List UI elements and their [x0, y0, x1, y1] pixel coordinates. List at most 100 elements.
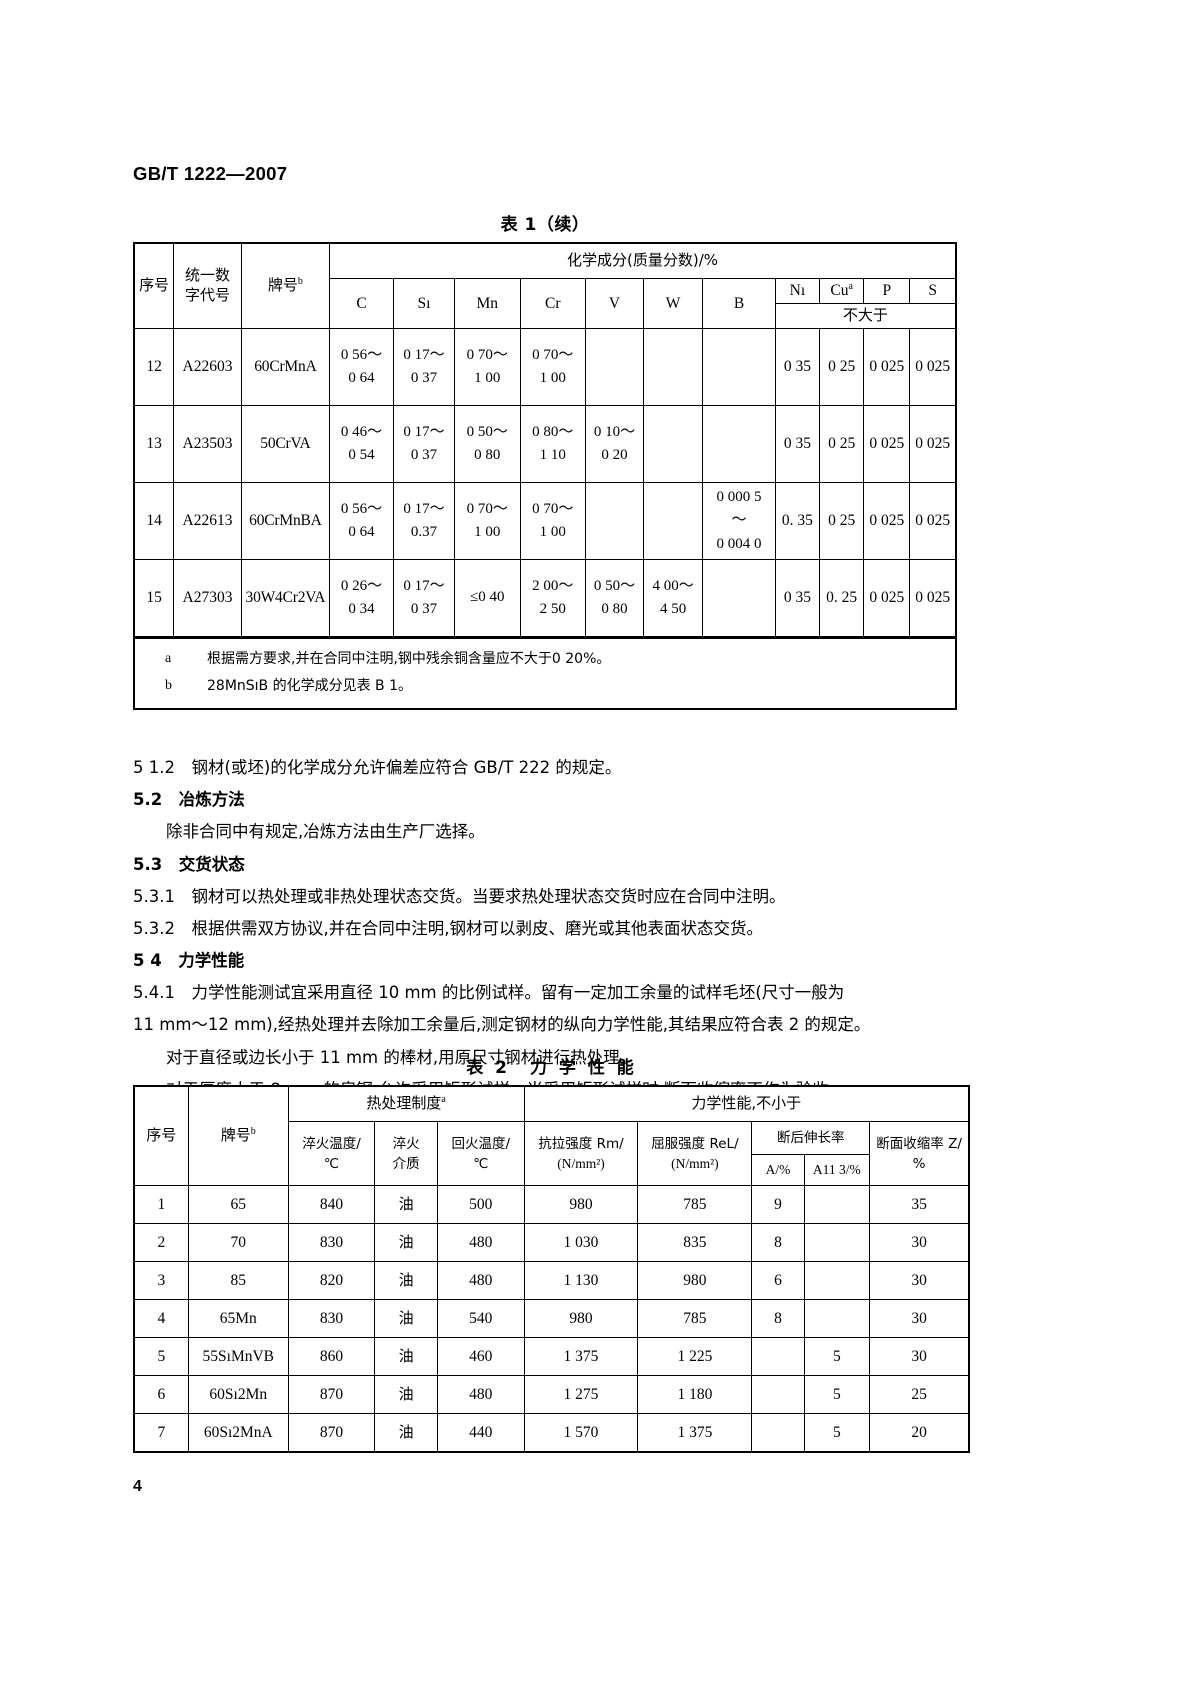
cell-cr: 0 80～ 1 10	[519, 405, 587, 483]
cell2-a113	[803, 1223, 871, 1262]
table-row: 12 A22603 60CrMnA 0 56～ 0 64 0 17～ 0 37 0 …	[133, 328, 957, 406]
th-grade: 牌号b	[240, 242, 331, 329]
th-seq: 序号	[133, 242, 175, 329]
cell-cu: 0 25	[818, 405, 865, 483]
table-row: 2 70 830 油 480 1 030 835 8 30	[133, 1223, 970, 1262]
cell-p: 0 025	[863, 559, 911, 638]
cell2-grade: 65	[187, 1185, 289, 1224]
cell2-a113	[803, 1261, 871, 1300]
cell-seq: 15	[133, 559, 175, 638]
cell2-medium: 油	[374, 1261, 439, 1300]
cell-c: 0 46～ 0 54	[329, 405, 395, 483]
heading-5-2: 5.2 冶炼方法	[133, 790, 245, 810]
cell-cr: 0 70～ 1 00	[519, 482, 587, 560]
cell2-a113: 5	[803, 1413, 871, 1453]
th-element-w: W	[642, 278, 704, 329]
cell2-temper-temp: 480	[437, 1375, 525, 1414]
cell2-tensile: 980	[523, 1299, 639, 1338]
table-row: 4 65Mn 830 油 540 980 785 8 30	[133, 1299, 970, 1338]
cell2-z: 25	[869, 1375, 970, 1414]
cell2-a	[751, 1375, 805, 1414]
cell2-temper-temp: 440	[437, 1413, 525, 1453]
cell2-tensile: 1 275	[523, 1375, 639, 1414]
th2-elong-a113: A11 3/%	[803, 1154, 871, 1186]
cell2-a	[751, 1337, 805, 1376]
cell-c: 0 56～ 0 64	[329, 328, 395, 406]
cell2-seq: 3	[133, 1261, 189, 1300]
page-number: 4	[133, 1478, 142, 1495]
cell2-yield: 785	[637, 1185, 753, 1224]
cell-v: 0 10～ 0 20	[585, 405, 644, 483]
cell2-a	[751, 1413, 805, 1453]
th2-yield-strength: 屈服强度 ReL/ (N/mm²)	[637, 1121, 753, 1186]
cell2-grade: 55SıMnVB	[187, 1337, 289, 1376]
cell-code: A23503	[173, 405, 242, 483]
cell2-seq: 1	[133, 1185, 189, 1224]
cell2-a113	[803, 1185, 871, 1224]
footnote-a: a 根据需方要求,并在合同中注明,钢中残余铜含量应不大于0 20%。	[165, 651, 611, 667]
heading-5-4: 5 4 力学性能	[133, 951, 245, 971]
th2-elongation: 断后伸长率	[751, 1121, 871, 1155]
th-limit-s: S	[909, 278, 957, 304]
cell-cu: 0 25	[818, 328, 865, 406]
cell2-grade: 85	[187, 1261, 289, 1300]
cell2-grade: 60Sı2MnA	[187, 1413, 289, 1453]
table1-footnotes: a 根据需方要求,并在合同中注明,钢中残余铜含量应不大于0 20%。 b 28M…	[133, 638, 957, 710]
cell2-a: 9	[751, 1185, 805, 1224]
th-limit-p: P	[863, 278, 911, 304]
th-element-c: C	[329, 278, 395, 329]
cell-cr: 2 00～ 2 50	[519, 559, 587, 638]
th-composition: 化学成分(质量分数)/%	[329, 242, 957, 279]
cell-v	[585, 328, 644, 406]
clause-5-4-2: 对于直径或边长小于 11 mm 的棒材,用原尺寸钢材进行热处理。	[166, 1047, 637, 1067]
table-row: 3 85 820 油 480 1 130 980 6 30	[133, 1261, 970, 1300]
cell-v: 0 50～ 0 80	[585, 559, 644, 638]
th2-heat-treatment: 热处理制度a	[287, 1085, 525, 1122]
cell-s: 0 025	[909, 405, 957, 483]
cell2-quench-temp: 870	[287, 1413, 376, 1453]
clause-5-4-1-line1: 5.4.1 力学性能测试宜采用直径 10 mm 的比例试样。留有一定加工余量的试…	[133, 983, 845, 1003]
th-unified-code: 统一数 字代号	[173, 242, 242, 329]
cell2-yield: 1 375	[637, 1413, 753, 1453]
cell-c: 0 56～ 0 64	[329, 482, 395, 560]
cell-ni: 0 35	[774, 328, 821, 406]
th-element-cr: Cr	[519, 278, 587, 329]
cell2-temper-temp: 460	[437, 1337, 525, 1376]
clause-5-4-1-line2: 11 mm～12 mm),经热处理并去除加工余量后,测定钢材的纵向力学性能,其结…	[133, 1015, 871, 1035]
clause-5-3-1: 5.3.1 钢材可以热处理或非热处理状态交货。当要求热处理状态交货时应在合同中注…	[133, 886, 786, 906]
table-row: 7 60Sı2MnA 870 油 440 1 570 1 375 5 20	[133, 1413, 970, 1453]
cell-grade: 50CrVA	[240, 405, 331, 483]
cell2-seq: 6	[133, 1375, 189, 1414]
cell-mn: 0 50～ 0 80	[453, 405, 521, 483]
cell-mn: ≤0 40	[453, 559, 521, 638]
cell2-seq: 7	[133, 1413, 189, 1453]
cell2-medium: 油	[374, 1337, 439, 1376]
table2-caption: 表 2 力 学 性 能	[466, 1058, 637, 1078]
cell2-yield: 980	[637, 1261, 753, 1300]
cell-code: A27303	[173, 559, 242, 638]
cell2-yield: 1 180	[637, 1375, 753, 1414]
cell2-tensile: 1 130	[523, 1261, 639, 1300]
cell2-z: 30	[869, 1337, 970, 1376]
th-limit-ni: Nı	[774, 278, 821, 304]
chemical-composition-table: 序号 统一数 字代号 牌号b 化学成分(质量分数)/% C Sı Mn Cr V	[133, 242, 957, 638]
cell2-grade: 65Mn	[187, 1299, 289, 1338]
cell2-temper-temp: 480	[437, 1261, 525, 1300]
cell2-a113: 5	[803, 1337, 871, 1376]
th2-quench-temp: 淬火温度/ ℃	[287, 1121, 376, 1186]
cell2-yield: 1 225	[637, 1337, 753, 1376]
cell-c: 0 26～ 0 34	[329, 559, 395, 638]
cell-mn: 0 70～ 1 00	[453, 328, 521, 406]
cell-ni: 0 35	[774, 559, 821, 638]
cell2-medium: 油	[374, 1413, 439, 1453]
th2-grade: 牌号b	[187, 1085, 289, 1186]
th-element-v: V	[585, 278, 644, 329]
cell-b	[702, 559, 776, 638]
cell-cu: 0. 25	[818, 559, 865, 638]
cell2-z: 30	[869, 1299, 970, 1338]
cell-w: 4 00～ 4 50	[642, 559, 704, 638]
table-row: 15 A27303 30W4Cr2VA 0 26～ 0 34 0 17～ 0 37 …	[133, 559, 957, 638]
th2-tensile-strength: 抗拉强度 Rm/ (N/mm²)	[523, 1121, 639, 1186]
th2-quench-medium: 淬火 介质	[374, 1121, 439, 1186]
cell2-seq: 4	[133, 1299, 189, 1338]
